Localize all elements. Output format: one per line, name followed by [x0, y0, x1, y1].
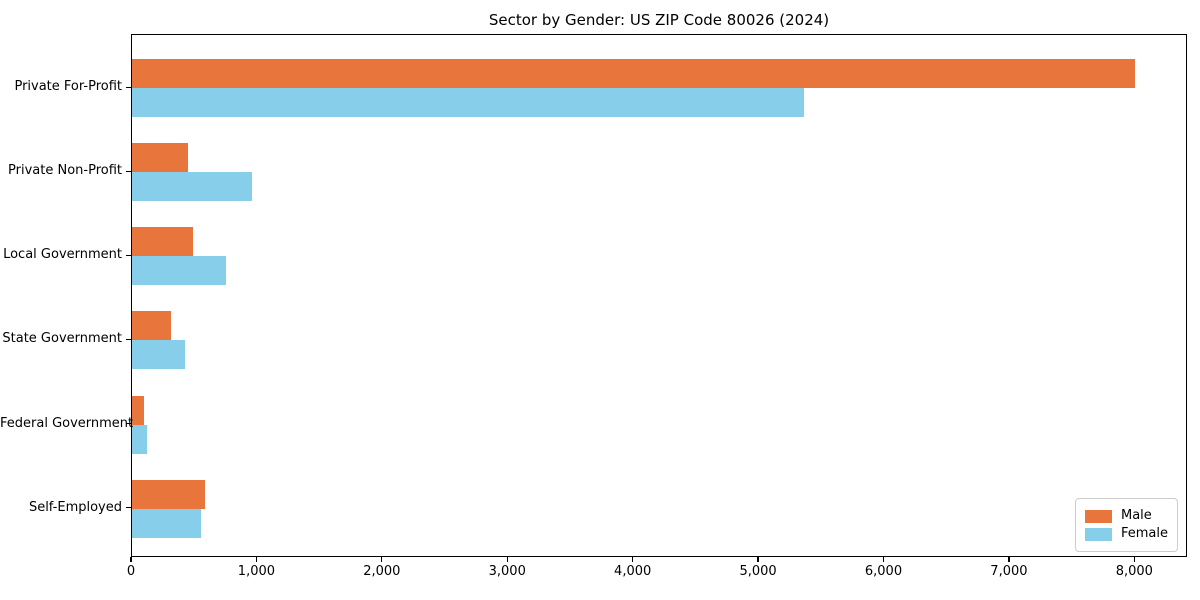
x-tick-mark	[1133, 557, 1135, 562]
x-tick-label: 1,000	[237, 564, 276, 579]
bar-male-private-non-profit	[132, 143, 188, 173]
bar-female-local-government	[132, 256, 227, 286]
x-tick-label: 6,000	[864, 564, 903, 579]
y-tick-mark	[126, 507, 131, 509]
plot-area: Male Female	[131, 34, 1187, 557]
x-tick-label: 8,000	[1115, 564, 1153, 579]
legend: Male Female	[1074, 498, 1178, 552]
bar-male-local-government	[132, 227, 194, 257]
y-tick-mark	[126, 423, 131, 425]
legend-swatch-male	[1084, 509, 1112, 523]
y-tick-mark	[126, 254, 131, 257]
bar-male-self-employed	[132, 479, 206, 509]
bar-female-federal-government	[132, 424, 148, 454]
legend-swatch-female	[1084, 527, 1112, 541]
y-tick-label: Self-Employed	[28, 499, 122, 515]
y-tick-label: State Government	[2, 331, 122, 347]
x-tick-mark	[130, 557, 132, 562]
x-tick-mark	[381, 557, 383, 562]
x-tick-mark	[506, 557, 508, 562]
legend-label: Male	[1120, 508, 1152, 523]
x-tick-mark	[255, 557, 258, 562]
y-tick-mark	[126, 170, 131, 172]
legend-item-female: Female	[1084, 526, 1168, 542]
y-tick-mark	[126, 86, 131, 88]
bar-male-state-government	[132, 311, 171, 341]
chart-title: Sector by Gender: US ZIP Code 80026 (202…	[488, 11, 830, 29]
bar-male-private-for-profit	[132, 59, 1136, 88]
x-tick-mark	[1008, 557, 1010, 562]
y-tick-label: Private For-Profit	[14, 79, 122, 94]
bar-female-private-for-profit	[132, 88, 805, 117]
bar-female-private-non-profit	[132, 172, 253, 202]
x-tick-label: 3,000	[488, 564, 526, 579]
y-tick-label: Local Government	[3, 247, 122, 263]
x-tick-label: 5,000	[739, 564, 777, 579]
legend-item-male: Male	[1084, 508, 1168, 524]
x-tick-label: 0	[126, 564, 136, 579]
y-tick-label: Private Non-Profit	[8, 163, 122, 179]
x-tick-mark	[632, 557, 634, 562]
bar-male-federal-government	[132, 395, 144, 425]
x-tick-label: 2,000	[363, 564, 401, 579]
x-tick-label: 7,000	[990, 564, 1028, 579]
y-tick-label: Federal Government	[0, 415, 134, 431]
x-tick-mark	[882, 557, 885, 562]
bar-female-state-government	[132, 340, 186, 370]
legend-label: Female	[1120, 526, 1168, 541]
x-tick-mark	[757, 557, 759, 562]
bar-female-self-employed	[132, 508, 201, 538]
y-tick-mark	[126, 338, 131, 341]
x-tick-label: 4,000	[614, 564, 652, 579]
